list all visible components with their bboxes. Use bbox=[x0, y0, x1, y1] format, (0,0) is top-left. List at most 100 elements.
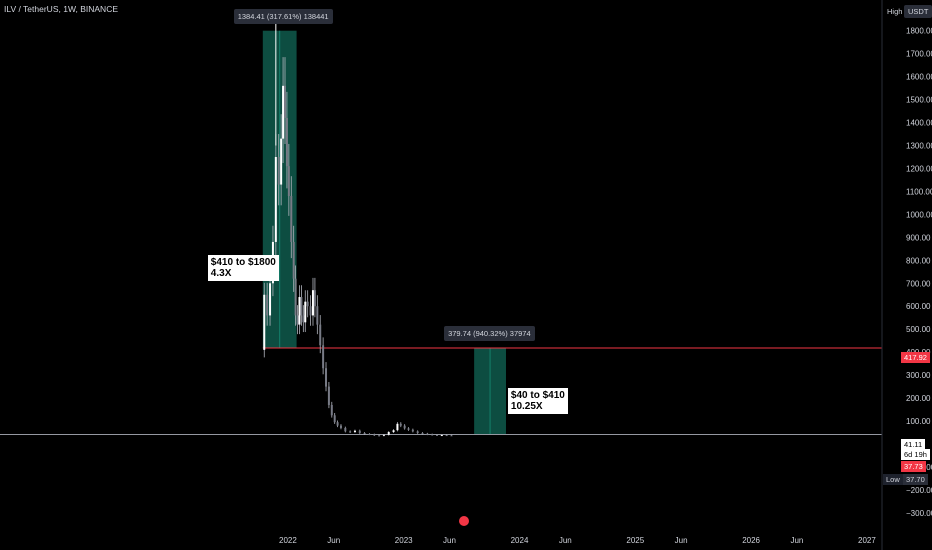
candle-body bbox=[300, 297, 303, 316]
candle-body bbox=[296, 315, 299, 325]
candle-body bbox=[421, 432, 424, 434]
candle-body bbox=[344, 427, 347, 432]
go-to-realtime-icon[interactable] bbox=[459, 516, 469, 526]
candle-body bbox=[330, 404, 333, 416]
y-tick-label: 800.00 bbox=[906, 256, 931, 265]
x-tick-label: Jun bbox=[790, 536, 803, 545]
candle-body bbox=[282, 85, 285, 139]
y-tick-label: 600.00 bbox=[906, 302, 931, 311]
candle-body bbox=[263, 294, 266, 350]
candle-body bbox=[382, 434, 385, 436]
candle-body bbox=[333, 415, 336, 423]
candle-body bbox=[309, 306, 312, 316]
candle-body bbox=[325, 368, 328, 387]
candle-body bbox=[298, 297, 301, 325]
candle-body bbox=[285, 117, 288, 167]
candle-body bbox=[287, 166, 290, 197]
y-axis[interactable]: 1800.00 1700.00 1600.00 1500.00 1400.00 1300.… bbox=[881, 0, 932, 550]
candle-body bbox=[353, 430, 356, 433]
candle-body bbox=[316, 306, 319, 325]
x-tick-label: 2027 bbox=[858, 536, 876, 545]
candle-body bbox=[266, 294, 269, 316]
candle-body bbox=[313, 290, 316, 307]
candle-body bbox=[319, 324, 322, 346]
y-tick-label: 300.00 bbox=[906, 371, 931, 380]
candle-body bbox=[302, 315, 305, 323]
y-tick-label: 100.00 bbox=[906, 417, 931, 426]
currency-button[interactable]: USDT bbox=[904, 5, 932, 18]
candle-body bbox=[368, 433, 371, 435]
red-level-badge: 417.92 bbox=[901, 352, 930, 363]
candle-body bbox=[290, 196, 293, 242]
y-tick-label: 500.00 bbox=[906, 325, 931, 334]
high-button[interactable]: High bbox=[887, 7, 903, 16]
candle-body bbox=[322, 345, 325, 369]
low-value-badge: 37.70 bbox=[903, 474, 928, 485]
level-layer bbox=[0, 347, 882, 436]
candle-body bbox=[349, 431, 352, 433]
candle-body bbox=[311, 290, 314, 316]
measure-label: 1384.41 (317.61%) 138441 bbox=[233, 8, 333, 24]
y-tick-label: 1100.00 bbox=[906, 187, 932, 196]
y-tick-label: 1200.00 bbox=[906, 164, 932, 173]
candle-body bbox=[373, 434, 376, 436]
candle-body bbox=[306, 301, 309, 307]
candle-body bbox=[445, 435, 448, 437]
candle-body bbox=[277, 157, 280, 185]
y-tick-label: 1000.00 bbox=[906, 210, 932, 219]
symbol-title: ILV / TetherUS, 1W, BINANCE bbox=[4, 4, 118, 14]
x-tick-label: 2022 bbox=[279, 536, 297, 545]
candle-body bbox=[336, 422, 339, 426]
x-tick-label: Jun bbox=[327, 536, 340, 545]
x-tick-label: 2025 bbox=[626, 536, 644, 545]
candle-body bbox=[407, 428, 410, 430]
candle-body bbox=[280, 138, 283, 185]
x-tick-label: 2026 bbox=[742, 536, 760, 545]
candle-body bbox=[294, 278, 297, 316]
countdown-badge: 6d 19h bbox=[901, 449, 930, 460]
candle-body bbox=[416, 431, 419, 433]
x-tick-label: Jun bbox=[443, 536, 456, 545]
candle-body bbox=[304, 301, 307, 323]
y-tick-label: −200.00 bbox=[906, 486, 932, 495]
note-label[interactable]: $40 to $410 10.25X bbox=[507, 388, 568, 415]
candle-body bbox=[396, 423, 399, 431]
low-label-badge[interactable]: Low bbox=[883, 474, 903, 485]
x-axis[interactable]: 2022 Jun 2023 Jun 2024 Jun 2025 Jun 2026 Jun 2027 bbox=[279, 536, 876, 545]
y-tick-label: −300.00 bbox=[906, 509, 932, 518]
candle-layer bbox=[263, 15, 453, 437]
candle-body bbox=[387, 432, 390, 435]
candle-body bbox=[327, 386, 330, 405]
candle-body bbox=[274, 157, 277, 242]
candle-body bbox=[358, 430, 361, 433]
candle-body bbox=[426, 433, 429, 435]
candle-body bbox=[392, 430, 395, 433]
y-tick-label: 1600.00 bbox=[906, 73, 932, 82]
y-tick-label: 1700.00 bbox=[906, 50, 932, 59]
candle-body bbox=[363, 432, 366, 434]
last-price-badge: 41.11 bbox=[901, 439, 926, 450]
x-tick-label: 2023 bbox=[395, 536, 413, 545]
candle-body bbox=[450, 435, 453, 437]
y-tick-label: 1300.00 bbox=[906, 142, 932, 151]
candle-body bbox=[435, 434, 438, 436]
y-tick-label: 1400.00 bbox=[906, 119, 932, 128]
y-tick-label: 700.00 bbox=[906, 279, 931, 288]
candle-body bbox=[339, 425, 342, 428]
candle-body bbox=[284, 85, 286, 118]
y-tick-label: 1500.00 bbox=[906, 96, 932, 105]
candle-body bbox=[403, 425, 406, 429]
note-label[interactable]: $410 to $1800 4.3X bbox=[207, 255, 279, 282]
candle-body bbox=[378, 435, 381, 437]
candle-body bbox=[292, 241, 295, 279]
x-tick-label: Jun bbox=[675, 536, 688, 545]
x-tick-label: 2024 bbox=[511, 536, 529, 545]
y-tick-label: 900.00 bbox=[906, 233, 931, 242]
y-tick-label: 200.00 bbox=[906, 394, 931, 403]
candle-body bbox=[399, 423, 402, 426]
y-tick-label: 1800.00 bbox=[906, 27, 932, 36]
low-red-badge: 37.73 bbox=[901, 461, 926, 472]
candle-body bbox=[440, 435, 443, 437]
measure-layer bbox=[262, 30, 506, 435]
